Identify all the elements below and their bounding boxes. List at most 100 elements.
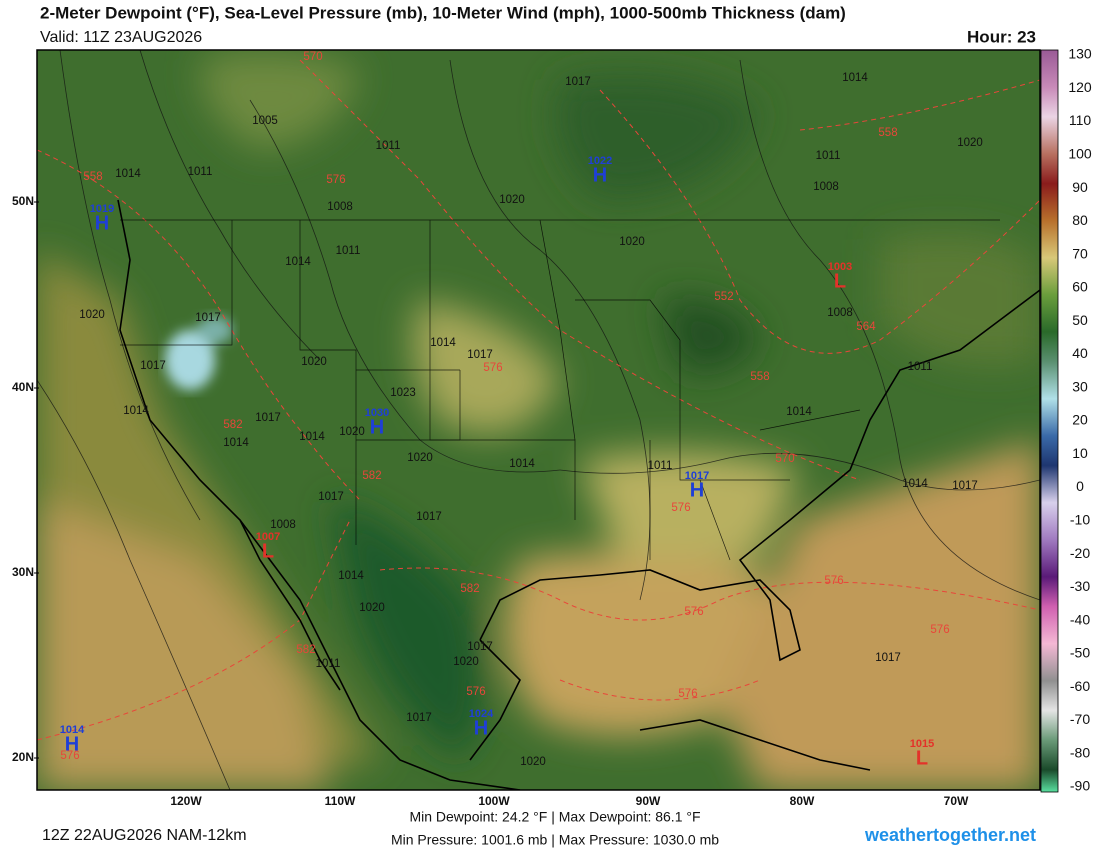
thickness-label: 570: [775, 453, 794, 465]
longitude-label: 90W: [636, 794, 661, 808]
isobar-label: 1023: [390, 387, 416, 399]
thickness-label: 582: [362, 470, 381, 482]
hi-pressure: 1014: [60, 724, 85, 736]
thickness-label: 576: [60, 750, 79, 762]
thickness-label: 558: [750, 371, 769, 383]
colorbar-label: 120: [1068, 79, 1092, 95]
isobar-label: 1014: [299, 431, 325, 443]
hi-letter: H: [690, 479, 704, 501]
lo-pressure: 1003: [828, 261, 852, 273]
isobar-label: 1014: [285, 256, 311, 268]
hi-pressure: 1030: [365, 407, 389, 419]
isobar-label: 1017: [467, 349, 493, 361]
isobar-label: 1020: [79, 309, 105, 321]
isobar-label: 1017: [416, 511, 442, 523]
valid-time: Valid: 11Z 23AUG2026: [40, 29, 202, 46]
latitude-label: 50N: [12, 194, 34, 208]
hi-pressure: 1019: [90, 203, 114, 215]
lo-letter: L: [916, 747, 928, 769]
thickness-label: 558: [83, 171, 102, 183]
isobar-label: 1011: [816, 150, 841, 162]
colorbar-label: -30: [1070, 578, 1090, 594]
isobar-label: 1020: [453, 656, 479, 668]
lo-letter: L: [834, 270, 846, 292]
colorbar-label: 130: [1068, 46, 1092, 62]
thickness-label: 576: [671, 502, 690, 514]
isobar-label: 1014: [223, 437, 249, 449]
isobar-label: 1008: [813, 181, 839, 193]
hi-pressure: 1022: [588, 155, 612, 167]
isobar-label: 1020: [407, 452, 433, 464]
thickness-label: 576: [678, 688, 697, 700]
colorbar-label: 110: [1069, 112, 1092, 128]
hi-letter: H: [474, 717, 488, 739]
map-frame: [36, 49, 1041, 791]
thickness-label: 582: [296, 644, 315, 656]
isobar-label: 1020: [339, 426, 365, 438]
model-run: 12Z 22AUG2026 NAM-12km: [42, 827, 247, 844]
isobar-label: 1017: [140, 360, 166, 372]
colorbar-label: 60: [1072, 279, 1088, 295]
longitude-label: 100W: [478, 794, 510, 808]
isobar-label: 1008: [827, 307, 853, 319]
thickness-label: 582: [223, 419, 242, 431]
colorbar-label: 40: [1072, 345, 1088, 361]
lo-letter: L: [262, 540, 274, 562]
isobar-label: 1020: [499, 194, 525, 206]
isobar-label: 1014: [123, 405, 149, 417]
isobar-label: 1017: [255, 412, 281, 424]
isobar-label: 1011: [908, 361, 933, 373]
map-field: [37, 50, 1040, 790]
hi-pressure: 1024: [469, 708, 494, 720]
thickness-label: 552: [714, 291, 733, 303]
thickness-label: 576: [483, 362, 502, 374]
colorbar-label: 30: [1072, 378, 1088, 394]
hi-letter: H: [95, 212, 109, 234]
isobar-label: 1020: [957, 137, 983, 149]
isobar-label: 1008: [270, 519, 296, 531]
colorbar: [1040, 49, 1059, 793]
colorbar-label: 10: [1072, 445, 1088, 461]
isobar-label: 1017: [195, 312, 221, 324]
thickness-label: 576: [684, 606, 703, 618]
isobar-label: 1017: [565, 76, 591, 88]
longitude-label: 120W: [170, 794, 202, 808]
thickness-label: 564: [856, 321, 876, 333]
colorbar-label: -50: [1070, 645, 1090, 661]
hi-pressure: 1017: [685, 470, 709, 482]
isobar-label: 1011: [376, 140, 401, 152]
colorbar-label: -90: [1070, 778, 1090, 794]
latitude-label: 40N: [12, 380, 34, 394]
hi-letter: H: [65, 733, 79, 755]
latitude-label: 30N: [12, 565, 34, 579]
hi-letter: H: [370, 416, 384, 438]
thickness-label: 582: [460, 583, 479, 595]
stats-line: Min Dewpoint: 24.2 °F | Max Dewpoint: 86…: [409, 809, 700, 825]
colorbar-label: -10: [1070, 512, 1090, 528]
isobar-label: 1020: [619, 236, 645, 248]
colorbar-label: 90: [1072, 179, 1088, 195]
isobar-label: 1014: [902, 478, 928, 490]
isobar-label: 1008: [327, 201, 353, 213]
isobar-label: 1011: [336, 245, 361, 257]
colorbar-label: -70: [1070, 711, 1090, 727]
isobar-label: 1014: [786, 406, 812, 418]
isobar-label: 1014: [509, 458, 535, 470]
longitude-label: 110W: [325, 794, 356, 808]
isobar-label: 1011: [648, 460, 673, 472]
latitude-label: 20N: [12, 750, 34, 764]
isobar-label: 1017: [406, 712, 432, 724]
isobar-label: 1011: [188, 166, 213, 178]
thickness-label: 558: [878, 127, 897, 139]
thickness-label: 576: [824, 575, 843, 587]
colorbar-label: 20: [1072, 412, 1088, 428]
isobar-label: 1014: [115, 168, 141, 180]
thickness-label: 570: [303, 51, 322, 63]
lo-pressure: 1007: [256, 531, 280, 543]
colorbar-label: -40: [1070, 611, 1090, 627]
isobar-label: 1011: [316, 658, 341, 670]
isobar-label: 1017: [318, 491, 344, 503]
colorbar-label: 0: [1076, 478, 1084, 494]
isobar-label: 1005: [252, 115, 278, 127]
